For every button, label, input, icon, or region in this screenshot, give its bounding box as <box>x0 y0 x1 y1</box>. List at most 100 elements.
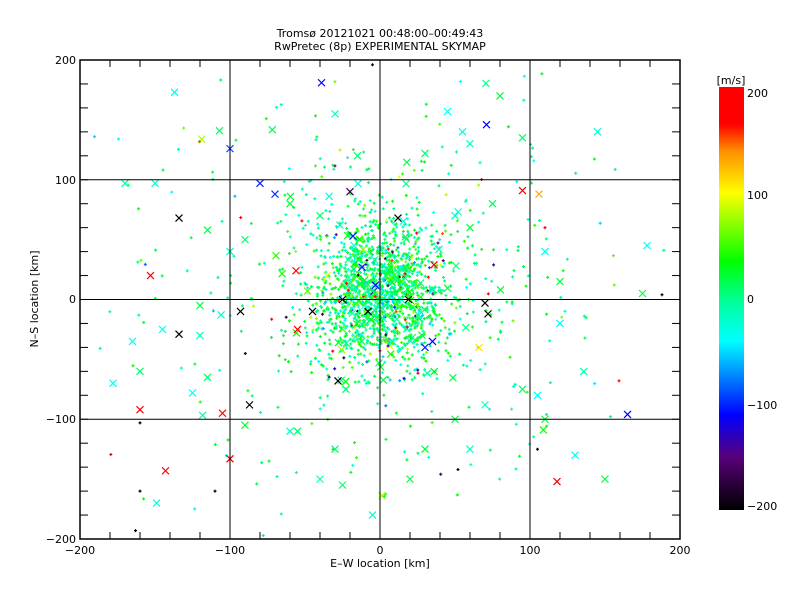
data-point-plus <box>340 302 344 306</box>
data-point-plus <box>526 217 530 221</box>
data-point-plus <box>398 296 402 300</box>
data-point-plus <box>380 293 384 297</box>
data-point-plus <box>371 220 375 224</box>
data-point-plus <box>233 194 237 198</box>
data-point-plus <box>434 317 438 321</box>
data-point-plus <box>349 470 353 474</box>
data-point-plus <box>396 267 400 271</box>
data-point-plus <box>384 337 388 341</box>
data-point-plus <box>383 262 387 266</box>
data-point-plus <box>389 242 393 246</box>
data-point-cross <box>128 337 137 346</box>
data-point-plus <box>329 292 333 296</box>
data-point-plus <box>193 362 197 366</box>
y-tick-label: −200 <box>46 533 76 546</box>
data-point-plus <box>384 273 388 277</box>
data-point-plus <box>401 172 405 176</box>
data-point-plus <box>399 257 403 261</box>
data-point-cross <box>170 88 179 97</box>
data-point-plus <box>226 438 230 442</box>
data-point-plus <box>357 292 361 296</box>
data-point-plus <box>394 248 398 252</box>
data-point-plus <box>543 226 547 230</box>
data-point-plus <box>412 261 416 265</box>
data-point-plus <box>413 267 417 271</box>
data-point-plus <box>544 237 548 241</box>
data-point-plus <box>275 105 279 109</box>
data-point-plus <box>446 358 450 362</box>
data-point-plus <box>410 262 414 266</box>
data-point-cross <box>481 299 489 308</box>
data-point-plus <box>341 314 345 318</box>
data-point-plus <box>385 326 389 330</box>
data-point-cross <box>461 323 470 332</box>
data-point-plus <box>403 272 407 276</box>
data-point-plus <box>389 219 393 223</box>
data-point-plus <box>432 309 436 313</box>
data-point-plus <box>372 218 376 222</box>
data-point-plus <box>326 248 330 252</box>
data-point-plus <box>239 329 243 333</box>
data-point-plus <box>339 294 343 298</box>
data-point-plus <box>394 310 398 314</box>
data-point-plus <box>478 161 482 165</box>
data-point-plus <box>358 200 362 204</box>
data-point-cross <box>353 151 362 160</box>
data-point-plus <box>370 267 374 271</box>
data-point-plus <box>452 269 456 273</box>
data-point-plus <box>408 284 412 288</box>
data-point-plus <box>359 252 363 256</box>
data-point-plus <box>355 320 359 324</box>
data-point-cross <box>325 192 334 201</box>
data-point-plus <box>426 308 430 312</box>
data-point-plus <box>561 269 565 273</box>
data-point-plus <box>510 302 514 306</box>
data-point-plus <box>413 242 417 246</box>
data-point-plus <box>354 317 358 321</box>
data-point-plus <box>320 175 324 179</box>
data-point-plus <box>395 258 399 262</box>
data-point-cross <box>198 411 207 420</box>
data-point-plus <box>436 241 440 245</box>
data-point-plus <box>353 339 357 343</box>
data-point-plus <box>315 236 319 240</box>
data-point-plus <box>410 378 414 382</box>
data-point-plus <box>334 224 338 228</box>
data-point-plus <box>408 371 412 375</box>
data-point-plus <box>403 223 407 227</box>
data-point-plus <box>411 284 415 288</box>
data-point-plus <box>393 230 397 234</box>
data-point-plus <box>286 230 290 234</box>
data-point-plus <box>437 332 441 336</box>
data-point-plus <box>484 320 488 324</box>
data-point-plus <box>318 407 322 411</box>
data-point-plus <box>219 78 223 82</box>
data-point-plus <box>380 284 384 288</box>
data-point-plus <box>276 221 280 225</box>
data-point-cross <box>341 377 350 386</box>
data-point-plus <box>384 492 388 496</box>
data-point-plus <box>331 163 335 167</box>
data-point-plus <box>316 265 320 269</box>
data-point-plus <box>333 311 337 315</box>
data-point-plus <box>389 273 393 277</box>
data-point-plus <box>342 310 346 314</box>
data-point-plus <box>422 356 426 360</box>
data-point-plus <box>410 206 414 210</box>
data-point-plus <box>334 324 338 328</box>
data-point-plus <box>360 374 364 378</box>
data-point-cross <box>359 245 367 254</box>
data-point-plus <box>398 321 402 325</box>
data-point-plus <box>512 269 516 273</box>
data-point-plus <box>524 284 528 288</box>
data-point-plus <box>372 327 376 331</box>
data-point-plus <box>408 275 412 279</box>
data-point-plus <box>281 267 285 271</box>
data-point-plus <box>373 209 377 213</box>
data-point-plus <box>409 324 413 328</box>
data-point-plus <box>317 348 321 352</box>
data-point-plus <box>321 312 325 316</box>
data-point-plus <box>321 291 325 295</box>
data-point-plus <box>366 236 370 240</box>
data-point-plus <box>445 336 449 340</box>
